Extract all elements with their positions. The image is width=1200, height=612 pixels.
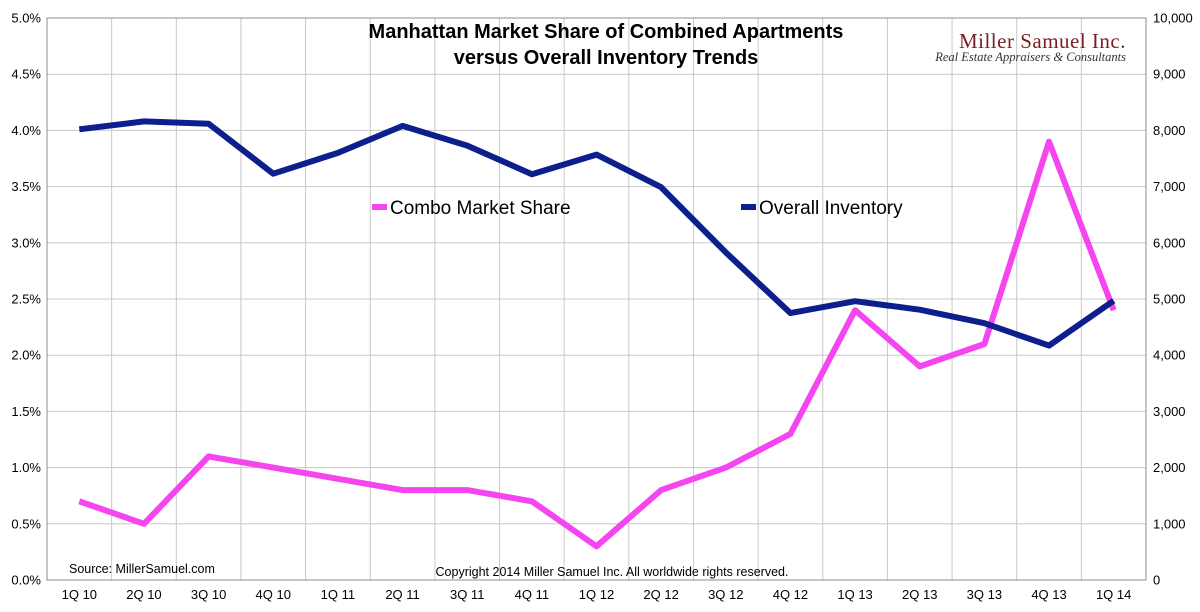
right-tick-label: 2,000 — [1153, 460, 1186, 475]
x-tick-label: 3Q 11 — [450, 587, 484, 602]
x-tick-label: 3Q 10 — [191, 587, 226, 602]
plot-area-frame — [46, 17, 1147, 581]
x-tick-label: 4Q 12 — [773, 587, 808, 602]
right-tick-label: 8,000 — [1153, 123, 1186, 138]
right-tick-label: 7,000 — [1153, 179, 1186, 194]
left-tick-label: 1.0% — [11, 460, 41, 475]
left-tick-label: 4.0% — [11, 123, 41, 138]
chart-title-line-2: versus Overall Inventory Trends — [454, 47, 759, 69]
brand-logo-name: Miller Samuel Inc. — [959, 29, 1126, 53]
x-tick-label: 2Q 12 — [643, 587, 678, 602]
x-tick-label: 4Q 13 — [1031, 587, 1066, 602]
x-tick-label: 2Q 11 — [385, 587, 419, 602]
x-tick-label: 1Q 13 — [837, 587, 872, 602]
x-tick-label: 1Q 11 — [321, 587, 355, 602]
right-tick-label: 6,000 — [1153, 235, 1186, 250]
x-tick-label: 3Q 12 — [708, 587, 743, 602]
left-tick-label: 0.0% — [11, 573, 41, 588]
right-axis-tick-labels: 0 1,000 2,000 3,000 4,000 5,000 6,000 7,000 8,00… — [1153, 11, 1193, 588]
x-tick-label: 2Q 10 — [126, 587, 161, 602]
chart-title-line-1: Manhattan Market Share of Combined Apart… — [369, 21, 844, 43]
right-tick-label: 0 — [1153, 573, 1160, 588]
left-tick-label: 1.5% — [11, 404, 41, 419]
brand-logo-tagline: Real Estate Appraisers & Consultants — [934, 50, 1126, 64]
legend-label-combo-market-share: Combo Market Share — [390, 198, 571, 219]
left-tick-label: 3.0% — [11, 235, 41, 250]
left-tick-label: 2.0% — [11, 348, 41, 363]
x-tick-label: 4Q 11 — [515, 587, 549, 602]
left-tick-label: 0.5% — [11, 516, 41, 531]
x-tick-label: 1Q 10 — [62, 587, 97, 602]
left-axis-tick-labels: 0.0% 0.5% 1.0% 1.5% 2.0% 2.5% 3.0% 3.5% 4.0% 4.5%… — [11, 11, 41, 588]
left-tick-label: 2.5% — [11, 292, 41, 307]
right-tick-label: 3,000 — [1153, 404, 1186, 419]
left-tick-label: 4.5% — [11, 67, 41, 82]
right-tick-label: 4,000 — [1153, 348, 1186, 363]
x-tick-label: 1Q 12 — [579, 587, 614, 602]
x-tick-label: 4Q 10 — [256, 587, 291, 602]
right-tick-label: 9,000 — [1153, 67, 1186, 82]
right-tick-label: 5,000 — [1153, 292, 1186, 307]
left-tick-label: 5.0% — [11, 11, 41, 26]
series-lines — [78, 118, 1117, 550]
source-note: Source: MillerSamuel.com — [69, 562, 215, 576]
right-tick-label: 10,000 — [1153, 11, 1193, 26]
copyright-note: Copyright 2014 Miller Samuel Inc. All wo… — [436, 565, 789, 579]
x-tick-label: 3Q 13 — [967, 587, 1002, 602]
x-axis-tick-labels: 1Q 10 2Q 10 3Q 10 4Q 10 1Q 11 2Q 11 3Q 11 4Q 11… — [62, 587, 1132, 602]
legend-label-overall-inventory: Overall Inventory — [759, 198, 903, 219]
right-tick-label: 1,000 — [1153, 516, 1186, 531]
x-tick-label: 1Q 14 — [1096, 587, 1131, 602]
left-tick-label: 3.5% — [11, 179, 41, 194]
x-tick-label: 2Q 13 — [902, 587, 937, 602]
